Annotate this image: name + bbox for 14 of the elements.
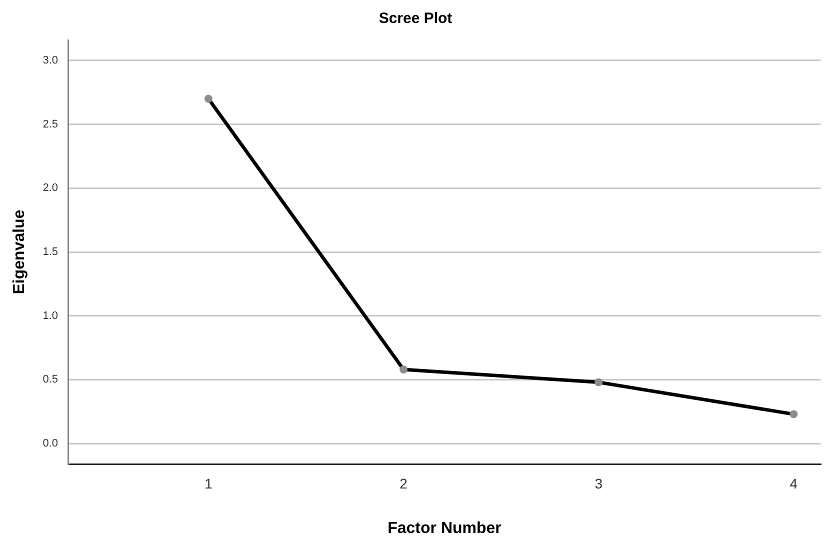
x-tick-label: 1 bbox=[204, 475, 213, 492]
y-tick-label: 2.5 bbox=[42, 118, 58, 130]
x-tick-label: 4 bbox=[790, 475, 798, 492]
y-tick-label: 1.0 bbox=[42, 310, 58, 322]
y-tick-label: 3.0 bbox=[42, 54, 58, 66]
x-tick-label: 3 bbox=[594, 475, 603, 492]
y-tick-label: 0.5 bbox=[42, 374, 58, 386]
y-axis-title: Eigenvalue bbox=[11, 210, 28, 294]
y-tick-label: 1.5 bbox=[42, 246, 58, 258]
x-axis-title: Factor Number bbox=[388, 520, 502, 537]
y-tick-label: 2.0 bbox=[42, 182, 58, 194]
y-tick-label: 0.0 bbox=[42, 438, 58, 450]
x-tick-label: 2 bbox=[400, 475, 408, 492]
chart-title: Scree Plot bbox=[378, 10, 452, 28]
